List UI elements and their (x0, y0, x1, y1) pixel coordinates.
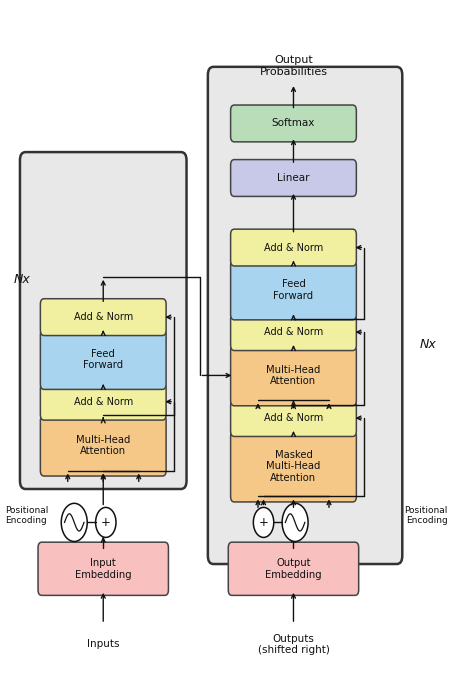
Text: +: + (258, 516, 268, 529)
FancyBboxPatch shape (40, 415, 166, 476)
FancyBboxPatch shape (230, 160, 356, 196)
FancyBboxPatch shape (228, 542, 358, 595)
Text: Multi-Head
Attention: Multi-Head Attention (266, 365, 320, 386)
Text: Add & Norm: Add & Norm (74, 312, 132, 322)
Circle shape (95, 507, 116, 537)
FancyBboxPatch shape (20, 152, 186, 489)
Text: Inputs: Inputs (87, 640, 119, 649)
FancyBboxPatch shape (40, 299, 166, 336)
Text: Nx: Nx (14, 273, 31, 286)
FancyBboxPatch shape (207, 67, 401, 564)
Text: Add & Norm: Add & Norm (263, 243, 322, 252)
Circle shape (61, 503, 87, 542)
FancyBboxPatch shape (230, 345, 356, 406)
Text: Feed
Forward: Feed Forward (273, 279, 313, 301)
Circle shape (282, 503, 307, 542)
FancyBboxPatch shape (230, 431, 356, 502)
Text: Positional
Encoding: Positional Encoding (404, 506, 447, 525)
Text: +: + (100, 516, 111, 529)
FancyBboxPatch shape (230, 260, 356, 320)
Text: Input
Embedding: Input Embedding (75, 558, 131, 580)
Text: Positional
Encoding: Positional Encoding (5, 506, 48, 525)
Circle shape (253, 507, 273, 537)
Text: Add & Norm: Add & Norm (263, 327, 322, 337)
FancyBboxPatch shape (38, 542, 168, 595)
Text: Multi-Head
Attention: Multi-Head Attention (76, 435, 130, 456)
Text: Add & Norm: Add & Norm (74, 397, 132, 406)
Text: Outputs
(shifted right): Outputs (shifted right) (257, 634, 329, 655)
Text: Add & Norm: Add & Norm (263, 413, 322, 423)
FancyBboxPatch shape (230, 229, 356, 266)
FancyBboxPatch shape (40, 383, 166, 420)
Text: Nx: Nx (419, 338, 436, 351)
FancyBboxPatch shape (230, 400, 356, 436)
Text: Output
Probabilities: Output Probabilities (259, 55, 327, 77)
Text: Masked
Multi-Head
Attention: Masked Multi-Head Attention (266, 450, 320, 483)
Text: Output
Embedding: Output Embedding (264, 558, 321, 580)
FancyBboxPatch shape (230, 105, 356, 142)
FancyBboxPatch shape (230, 314, 356, 351)
Text: Softmax: Softmax (271, 119, 314, 128)
Text: Linear: Linear (276, 173, 309, 183)
FancyBboxPatch shape (40, 329, 166, 389)
Text: Feed
Forward: Feed Forward (83, 349, 123, 370)
